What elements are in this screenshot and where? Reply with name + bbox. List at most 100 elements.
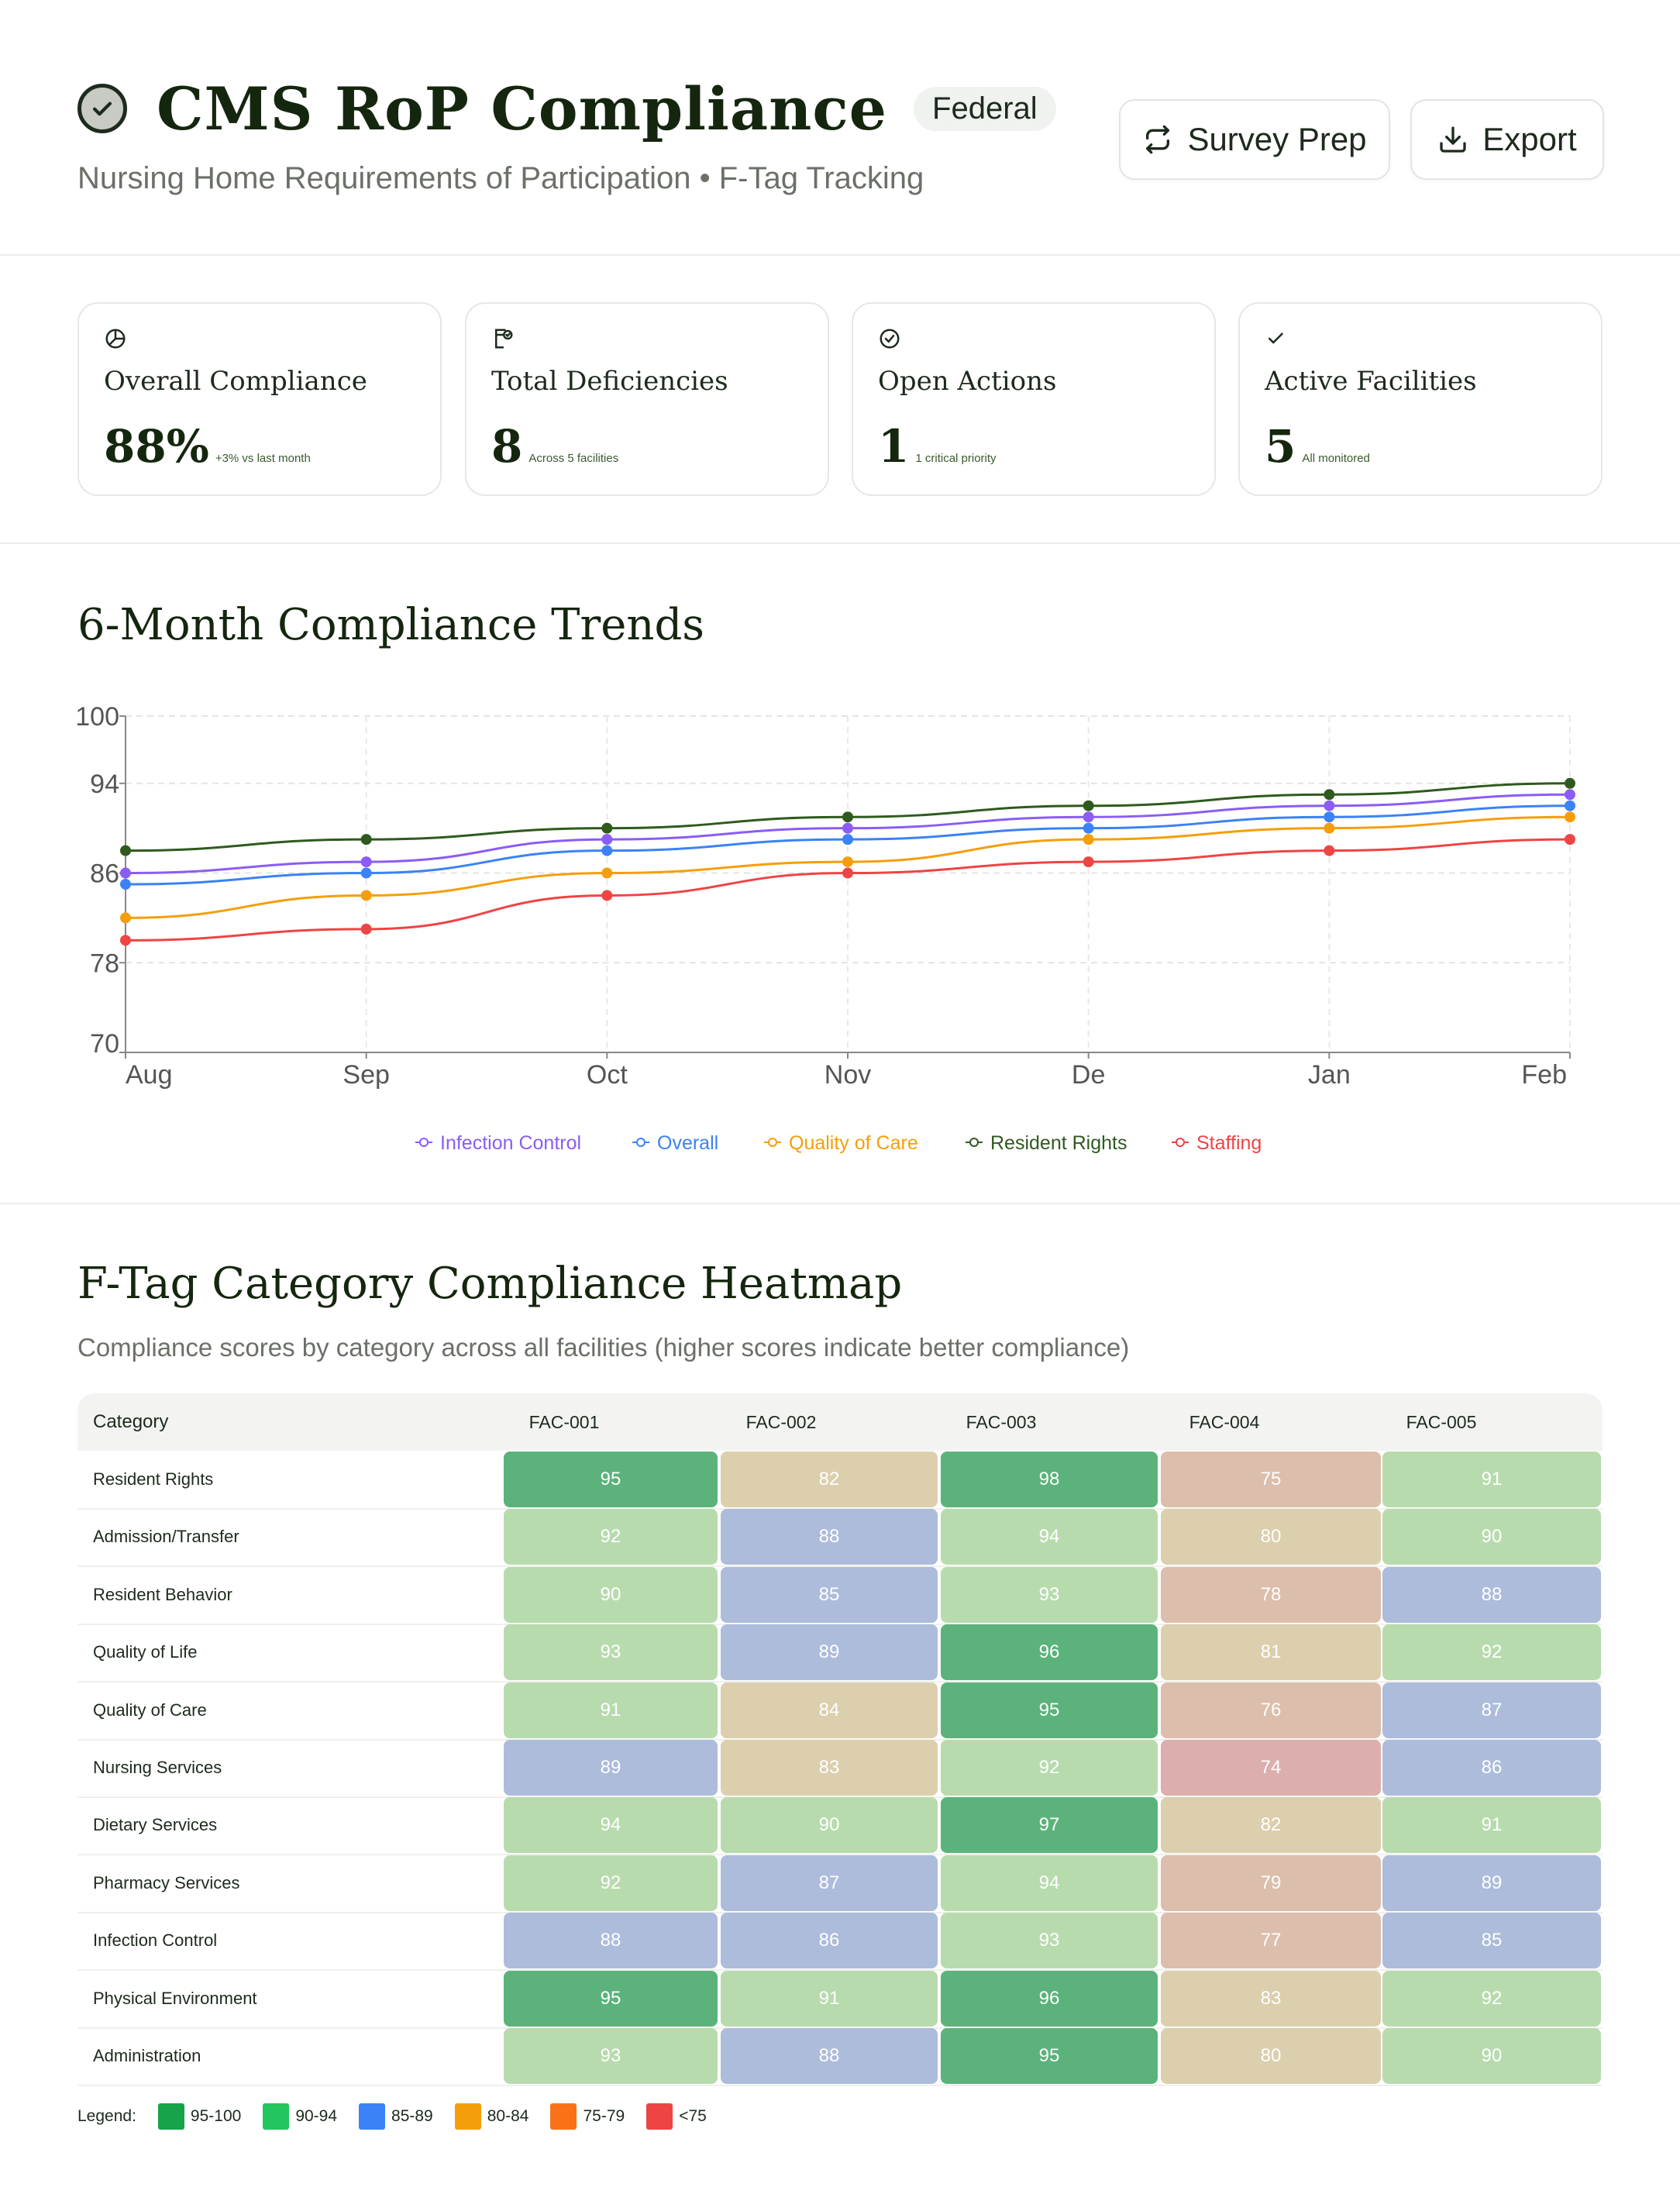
survey-prep-button[interactable]: Survey Prep [1119, 99, 1390, 180]
series-point [1324, 811, 1335, 823]
heatmap-cell[interactable]: 80 [1161, 1509, 1381, 1565]
heatmap-cell[interactable]: 89 [721, 1624, 938, 1681]
heatmap-cell[interactable]: 91 [1382, 1452, 1601, 1507]
check-circle-icon [878, 327, 901, 354]
heatmap-cell[interactable]: 83 [1161, 1970, 1381, 2027]
series-point [1083, 856, 1094, 868]
heatmap-cell[interactable]: 92 [504, 1509, 718, 1565]
heatmap-cell[interactable]: 93 [941, 1913, 1158, 1969]
heatmap-cell[interactable]: 94 [941, 1509, 1158, 1565]
heatmap-cell[interactable]: 78 [1161, 1566, 1381, 1623]
compliance-check-icon [77, 84, 127, 133]
heatmap-cell[interactable]: 95 [941, 2028, 1158, 2084]
heatmap-cell[interactable]: 93 [504, 1624, 718, 1681]
legend-item: <75 [646, 2103, 707, 2130]
heatmap-row: Administration 93 88 95 80 90 [77, 2027, 1603, 2086]
heatmap-cell[interactable]: 79 [1161, 1855, 1381, 1911]
legend-range-label: 80-84 [487, 2107, 529, 2125]
heatmap-cell[interactable]: 87 [721, 1855, 938, 1911]
heatmap-cell[interactable]: 89 [1382, 1855, 1601, 1911]
heatmap-title: F-Tag Category Compliance Heatmap [77, 1259, 903, 1309]
heatmap-cell[interactable]: 75 [1161, 1452, 1381, 1507]
heatmap-cell[interactable]: 87 [1382, 1682, 1601, 1738]
y-tick-label: 86 [90, 859, 119, 889]
row-category-label: Nursing Services [93, 1758, 222, 1777]
heatmap-cell[interactable]: 84 [721, 1682, 938, 1738]
stats-row: Overall Compliance 88% +3% vs last month … [0, 256, 1680, 544]
heatmap-cell[interactable]: 92 [1382, 1624, 1601, 1681]
heatmap-cell[interactable]: 91 [721, 1970, 938, 2027]
heatmap-cell[interactable]: 90 [1382, 1509, 1601, 1565]
heatmap-row: Nursing Services 89 83 92 74 86 [77, 1739, 1603, 1798]
legend-marker [969, 1138, 979, 1147]
row-category-label: Infection Control [93, 1930, 218, 1951]
stat-label: Overall Compliance [104, 366, 367, 397]
row-category-label: Resident Behavior [93, 1584, 232, 1604]
row-category-label: Pharmacy Services [93, 1872, 240, 1893]
export-button[interactable]: Export [1410, 99, 1604, 180]
heatmap-cell[interactable]: 86 [721, 1913, 938, 1969]
heatmap-cell[interactable]: 85 [1382, 1913, 1601, 1969]
heatmap-cell[interactable]: 85 [721, 1566, 938, 1623]
heatmap-header-row: Category FAC-001 FAC-002 FAC-003 FAC-004… [77, 1393, 1603, 1451]
heatmap-cell[interactable]: 90 [504, 1566, 718, 1623]
series-point [1565, 789, 1575, 801]
heatmap-cell[interactable]: 82 [721, 1452, 938, 1507]
heatmap-cell[interactable]: 94 [941, 1855, 1158, 1911]
legend-entry: Staffing [1196, 1132, 1262, 1154]
heatmap-row: Quality of Life 93 89 96 81 92 [77, 1624, 1603, 1683]
heatmap-cell[interactable]: 95 [941, 1682, 1158, 1738]
series-point [842, 867, 853, 879]
series-point [842, 811, 853, 823]
heatmap-cell[interactable]: 81 [1161, 1624, 1381, 1681]
heatmap-cell[interactable]: 83 [721, 1740, 938, 1796]
heatmap-cell[interactable]: 90 [721, 1797, 938, 1854]
trend-line-chart: 70 78 86 94 100 Aug Sep Oct Nov De Jan Feb Infection… [75, 702, 1575, 1154]
heatmap-cell[interactable]: 88 [721, 2028, 938, 2084]
heatmap-cell[interactable]: 77 [1161, 1913, 1381, 1969]
heatmap-cell[interactable]: 80 [1161, 2028, 1381, 2084]
heatmap-cell[interactable]: 97 [941, 1797, 1158, 1854]
heatmap-legend: Legend: 95-100 90-94 85-89 80-84 75-79 <75 [77, 2103, 728, 2130]
stat-value: 88% +3% vs last month [104, 420, 311, 473]
heatmap-cell[interactable]: 89 [504, 1740, 718, 1796]
heatmap-cell[interactable]: 82 [1161, 1797, 1381, 1854]
heatmap-cell[interactable]: 74 [1161, 1740, 1381, 1796]
heatmap-cell[interactable]: 88 [504, 1913, 718, 1969]
stat-label: Active Facilities [1265, 366, 1477, 397]
legend-item: 95-100 [157, 2103, 241, 2130]
page-subtitle: Nursing Home Requirements of Participati… [77, 161, 924, 195]
heatmap-cell[interactable]: 94 [504, 1797, 718, 1854]
heatmap-cell[interactable]: 91 [504, 1682, 718, 1738]
heatmap-cell[interactable]: 92 [941, 1740, 1158, 1796]
heatmap-cell[interactable]: 95 [504, 1452, 718, 1507]
series-point [1083, 800, 1094, 811]
heatmap-cell[interactable]: 92 [504, 1855, 718, 1911]
heatmap-cell[interactable]: 91 [1382, 1797, 1601, 1854]
heatmap-cell[interactable]: 76 [1161, 1682, 1381, 1738]
heatmap-cell[interactable]: 96 [941, 1970, 1158, 2027]
heatmap-cell[interactable]: 95 [504, 1970, 718, 2027]
facility-column-header: FAC-003 [966, 1412, 1037, 1432]
heatmap-row: Infection Control 88 86 93 77 85 [77, 1912, 1603, 1972]
legend-item: 80-84 [454, 2103, 529, 2130]
x-tick-label: Aug [126, 1060, 173, 1090]
y-tick-label: 94 [90, 770, 119, 799]
heatmap-cell[interactable]: 92 [1382, 1970, 1601, 2027]
heatmap-cell[interactable]: 98 [941, 1452, 1158, 1507]
legend-marker [419, 1138, 429, 1147]
series-point [360, 890, 372, 901]
heatmap-cell[interactable]: 93 [504, 2028, 718, 2084]
heatmap-cell[interactable]: 90 [1382, 2028, 1601, 2084]
federal-badge: Federal [914, 86, 1056, 131]
stat-note: 1 critical priority [915, 452, 997, 465]
category-column-header: Category [93, 1411, 169, 1432]
heatmap-cell[interactable]: 93 [941, 1566, 1158, 1623]
heatmap-cell[interactable]: 88 [721, 1509, 938, 1565]
heatmap-cell[interactable]: 96 [941, 1624, 1158, 1681]
heatmap-cell[interactable]: 86 [1382, 1740, 1601, 1796]
series-point [601, 822, 613, 834]
stat-value: 5 All monitored [1265, 420, 1370, 473]
heatmap-cell[interactable]: 88 [1382, 1566, 1601, 1623]
